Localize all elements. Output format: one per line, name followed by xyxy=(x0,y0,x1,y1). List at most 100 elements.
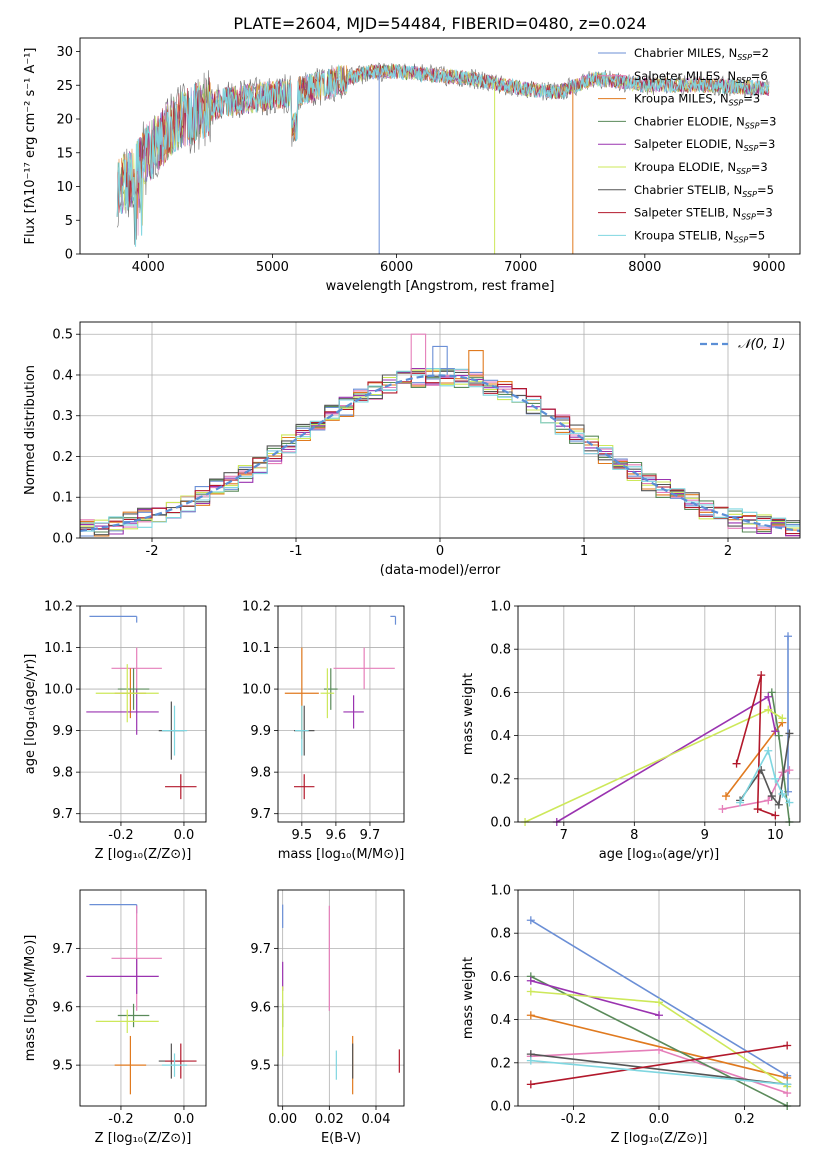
x-axis-label: Z [log₁₀(Z/Z⊙)] xyxy=(95,1131,192,1146)
y-tick-label: 0 xyxy=(65,248,73,263)
weight-marker xyxy=(764,746,773,755)
y-tick-label: 0.2 xyxy=(52,450,73,465)
weight-marker xyxy=(783,1080,792,1089)
x-tick-label: 5000 xyxy=(256,260,289,275)
x-tick-label: 0.0 xyxy=(174,1112,195,1127)
legend-label: Kroupa ELODIE, NSSP=3 xyxy=(634,160,768,176)
axes-mass-vs-Z: -0.2 0.0 9.5 9.6 9.7 Z [log₁₀(Z/Z⊙)] mass [log… xyxy=(23,889,207,1146)
histogram-peak xyxy=(468,349,484,375)
x-tick-label: 7 xyxy=(560,828,568,843)
x-tick-label: 8 xyxy=(630,828,638,843)
histogram-peak xyxy=(432,345,448,375)
y-tick-label: 0.3 xyxy=(52,409,73,424)
weight-marker xyxy=(753,805,762,814)
x-tick-label: 7000 xyxy=(504,260,537,275)
weight-marker xyxy=(718,805,727,814)
axes-age-vs-Z: -0.2 0.0 9.7 9.8 9.9 10.0 10.1 10.2 Z [log₁₀(Z/Z… xyxy=(23,600,207,862)
weight-line xyxy=(530,1014,788,1079)
y-tick-label: 5 xyxy=(65,214,73,229)
weight-line xyxy=(530,979,660,1017)
histogram-peak xyxy=(410,333,427,375)
x-axis-label: Z [log₁₀(Z/Z⊙)] xyxy=(611,1131,708,1146)
x-tick-label: 0.0 xyxy=(649,1112,670,1127)
y-tick-label: 0.0 xyxy=(490,816,511,831)
plot-area-mass-vs-Z xyxy=(86,903,197,1095)
y-tick-label: 10 xyxy=(56,180,73,195)
weight-marker xyxy=(785,729,794,738)
x-tick-label: 6000 xyxy=(380,260,413,275)
weight-line xyxy=(530,1044,788,1086)
x-tick-label: 0.2 xyxy=(734,1112,755,1127)
weight-marker xyxy=(771,811,780,820)
weight-line xyxy=(722,769,790,810)
legend-label: Chabrier MILES, NSSP=2 xyxy=(634,46,769,62)
x-axis-label: (data-model)/error xyxy=(380,563,501,578)
weight-line xyxy=(530,919,788,1077)
x-axis-label: wavelength [Angstrom, rest frame] xyxy=(326,279,555,294)
legend-label: Chabrier ELODIE, NSSP=3 xyxy=(634,114,776,130)
legend-label: Chabrier STELIB, NSSP=5 xyxy=(634,183,774,199)
x-tick-label: 9.6 xyxy=(326,828,347,843)
axes-mass-vs-ebv: 0.00 0.02 0.04 9.5 9.6 9.7 E(B-V) xyxy=(250,889,405,1146)
plot-area-age-vs-Z xyxy=(86,615,197,800)
axes-age-vs-mass: 9.5 9.6 9.7 9.7 9.8 9.9 10.0 10.1 10.2 mass [log₁… xyxy=(242,600,405,862)
y-tick-label: 0.2 xyxy=(490,772,511,787)
frame-age-vs-mass xyxy=(277,605,405,823)
x-tick-label: 2 xyxy=(724,544,732,559)
y-tick-label: 1.0 xyxy=(490,600,511,615)
y-tick-label: 9.9 xyxy=(250,724,271,739)
weight-line xyxy=(530,975,788,1107)
y-tick-label: 0.4 xyxy=(490,729,511,744)
x-tick-label: 4000 xyxy=(132,260,165,275)
weight-marker xyxy=(767,792,776,801)
plot-area-spectrum xyxy=(116,62,770,254)
y-tick-label: 25 xyxy=(56,79,73,94)
figure-title: PLATE=2604, MJD=54484, FIBERID=0480, z=0… xyxy=(233,14,646,33)
weight-marker xyxy=(757,671,766,680)
weight-marker xyxy=(778,789,787,798)
y-tick-label: 0.6 xyxy=(490,970,511,985)
legend-label: Salpeter MILES, NSSP=6 xyxy=(634,69,768,85)
y-axis-label: Normed distribution xyxy=(23,365,38,495)
axes-weight-vs-age: 7 8 9 10 0.0 0.2 0.4 0.6 0.8 1.0 age [log₁₀(age/yr… xyxy=(461,600,801,862)
frame-spectrum xyxy=(79,37,801,255)
y-tick-label: 0.8 xyxy=(490,643,511,658)
axes-weight-vs-Z: -0.2 0.0 0.2 0.0 0.2 0.4 0.6 0.8 1.0 Z [log₁₀(Z/Z… xyxy=(461,884,801,1146)
plot-area-weight-vs-age xyxy=(521,632,794,826)
y-tick-label: 0.4 xyxy=(52,368,73,383)
weight-line xyxy=(530,1053,788,1086)
y-axis-label: age [log₁₀(age/yr)] xyxy=(23,654,38,775)
y-tick-label: 9.7 xyxy=(52,807,73,822)
y-tick-label: 9.6 xyxy=(52,1000,73,1015)
frame-mass-vs-ebv xyxy=(277,889,405,1107)
weight-marker xyxy=(732,759,741,768)
weight-marker xyxy=(736,798,745,807)
legend-label: Kroupa STELIB, NSSP=5 xyxy=(634,228,765,244)
plot-area-age-vs-mass xyxy=(284,615,397,800)
y-tick-label: 15 xyxy=(56,146,73,161)
x-tick-label: 9000 xyxy=(752,260,785,275)
weight-marker xyxy=(526,1056,535,1065)
y-tick-label: 1.0 xyxy=(490,884,511,899)
y-axis-label: mass weight xyxy=(461,673,476,755)
y-axis-label: mass weight xyxy=(461,957,476,1039)
plot-area-weight-vs-Z xyxy=(526,916,792,1110)
weight-marker xyxy=(526,916,535,925)
weight-marker xyxy=(783,1041,792,1050)
y-tick-label: 0.1 xyxy=(52,491,73,506)
y-tick-label: 0.4 xyxy=(490,1013,511,1028)
weight-marker xyxy=(655,998,663,1007)
plot-area-residuals xyxy=(80,333,800,537)
x-tick-label: 9 xyxy=(701,828,709,843)
legend-spectrum: Chabrier MILES, NSSP=2 Salpeter MILES, NS… xyxy=(598,46,776,244)
frame-weight-vs-age xyxy=(517,605,801,823)
x-tick-label: 9.5 xyxy=(291,828,312,843)
frame-age-vs-Z xyxy=(79,605,207,823)
x-tick-label: -0.2 xyxy=(561,1112,586,1127)
y-tick-label: 9.8 xyxy=(52,766,73,781)
spectrum-line xyxy=(116,64,770,247)
weight-marker xyxy=(785,798,794,807)
y-tick-label: 10.1 xyxy=(242,641,271,656)
x-tick-label: -0.2 xyxy=(108,828,133,843)
